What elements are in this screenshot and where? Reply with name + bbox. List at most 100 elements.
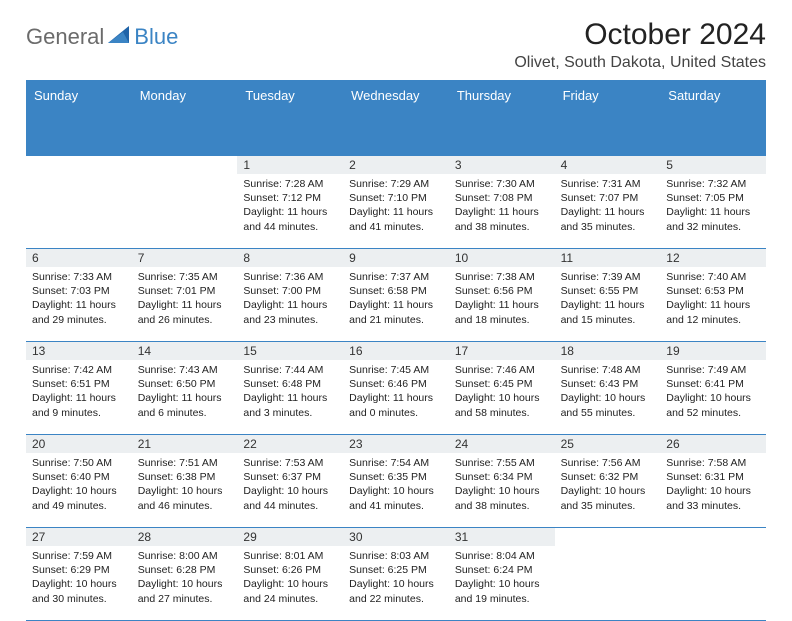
day-cell: Sunrise: 7:43 AMSunset: 6:50 PMDaylight:… <box>132 360 238 434</box>
day-details: Sunrise: 7:42 AMSunset: 6:51 PMDaylight:… <box>32 363 126 420</box>
weekday-header: Wednesday <box>343 82 449 156</box>
detail-line-daylight1: Daylight: 11 hours <box>349 298 443 312</box>
day-details: Sunrise: 8:04 AMSunset: 6:24 PMDaylight:… <box>455 549 549 606</box>
brand-logo: General Blue <box>26 18 178 50</box>
weekday-header: Friday <box>555 82 661 156</box>
detail-line-daylight1: Daylight: 11 hours <box>32 298 126 312</box>
detail-line-daylight1: Daylight: 11 hours <box>349 205 443 219</box>
day-number: 14 <box>132 342 238 360</box>
day-cell: Sunrise: 7:31 AMSunset: 7:07 PMDaylight:… <box>555 174 661 248</box>
detail-line-sunset: Sunset: 7:05 PM <box>666 191 760 205</box>
day-number: 22 <box>237 435 343 453</box>
day-details: Sunrise: 7:44 AMSunset: 6:48 PMDaylight:… <box>243 363 337 420</box>
detail-line-sunset: Sunset: 6:24 PM <box>455 563 549 577</box>
detail-line-daylight2: and 52 minutes. <box>666 406 760 420</box>
day-details: Sunrise: 7:58 AMSunset: 6:31 PMDaylight:… <box>666 456 760 513</box>
day-number: 3 <box>449 156 555 174</box>
day-cell: Sunrise: 7:29 AMSunset: 7:10 PMDaylight:… <box>343 174 449 248</box>
day-cell: Sunrise: 7:37 AMSunset: 6:58 PMDaylight:… <box>343 267 449 341</box>
detail-line-daylight2: and 55 minutes. <box>561 406 655 420</box>
detail-line-daylight1: Daylight: 10 hours <box>349 577 443 591</box>
logo-text-general: General <box>26 24 104 50</box>
day-details: Sunrise: 7:35 AMSunset: 7:01 PMDaylight:… <box>138 270 232 327</box>
detail-line-daylight1: Daylight: 11 hours <box>138 391 232 405</box>
detail-line-daylight1: Daylight: 10 hours <box>666 391 760 405</box>
detail-line-sunset: Sunset: 6:41 PM <box>666 377 760 391</box>
detail-line-sunset: Sunset: 7:00 PM <box>243 284 337 298</box>
day-details: Sunrise: 7:59 AMSunset: 6:29 PMDaylight:… <box>32 549 126 606</box>
detail-line-sunset: Sunset: 6:40 PM <box>32 470 126 484</box>
day-number: 16 <box>343 342 449 360</box>
detail-row: Sunrise: 7:50 AMSunset: 6:40 PMDaylight:… <box>26 453 766 527</box>
detail-line-daylight1: Daylight: 11 hours <box>561 205 655 219</box>
detail-line-sunset: Sunset: 6:53 PM <box>666 284 760 298</box>
day-cell: Sunrise: 7:33 AMSunset: 7:03 PMDaylight:… <box>26 267 132 341</box>
detail-line-daylight2: and 41 minutes. <box>349 220 443 234</box>
day-number: 15 <box>237 342 343 360</box>
day-details: Sunrise: 7:51 AMSunset: 6:38 PMDaylight:… <box>138 456 232 513</box>
day-cell: Sunrise: 7:48 AMSunset: 6:43 PMDaylight:… <box>555 360 661 434</box>
day-number: 8 <box>237 249 343 267</box>
logo-text-blue: Blue <box>134 24 178 50</box>
day-details: Sunrise: 7:31 AMSunset: 7:07 PMDaylight:… <box>561 177 655 234</box>
day-details: Sunrise: 7:33 AMSunset: 7:03 PMDaylight:… <box>32 270 126 327</box>
detail-line-daylight2: and 38 minutes. <box>455 220 549 234</box>
day-cell: Sunrise: 7:49 AMSunset: 6:41 PMDaylight:… <box>660 360 766 434</box>
detail-line-sunrise: Sunrise: 7:35 AM <box>138 270 232 284</box>
day-details: Sunrise: 7:48 AMSunset: 6:43 PMDaylight:… <box>561 363 655 420</box>
day-details: Sunrise: 7:36 AMSunset: 7:00 PMDaylight:… <box>243 270 337 327</box>
day-number: 31 <box>449 528 555 546</box>
detail-line-daylight2: and 35 minutes. <box>561 499 655 513</box>
detail-line-sunrise: Sunrise: 7:48 AM <box>561 363 655 377</box>
day-cell: Sunrise: 8:01 AMSunset: 6:26 PMDaylight:… <box>237 546 343 620</box>
detail-line-daylight1: Daylight: 10 hours <box>349 484 443 498</box>
day-number: 28 <box>132 528 238 546</box>
day-details: Sunrise: 7:29 AMSunset: 7:10 PMDaylight:… <box>349 177 443 234</box>
weekday-header: Tuesday <box>237 82 343 156</box>
detail-line-daylight2: and 0 minutes. <box>349 406 443 420</box>
detail-line-sunrise: Sunrise: 7:33 AM <box>32 270 126 284</box>
detail-line-sunset: Sunset: 6:51 PM <box>32 377 126 391</box>
detail-line-sunset: Sunset: 7:03 PM <box>32 284 126 298</box>
calendar-week: 13141516171819Sunrise: 7:42 AMSunset: 6:… <box>26 342 766 435</box>
detail-line-daylight2: and 26 minutes. <box>138 313 232 327</box>
day-details: Sunrise: 8:00 AMSunset: 6:28 PMDaylight:… <box>138 549 232 606</box>
detail-line-sunrise: Sunrise: 7:31 AM <box>561 177 655 191</box>
detail-line-sunset: Sunset: 6:35 PM <box>349 470 443 484</box>
detail-line-daylight2: and 32 minutes. <box>666 220 760 234</box>
day-details: Sunrise: 7:56 AMSunset: 6:32 PMDaylight:… <box>561 456 655 513</box>
day-cell: Sunrise: 7:40 AMSunset: 6:53 PMDaylight:… <box>660 267 766 341</box>
detail-line-sunset: Sunset: 6:43 PM <box>561 377 655 391</box>
detail-line-daylight1: Daylight: 10 hours <box>455 391 549 405</box>
detail-line-daylight2: and 58 minutes. <box>455 406 549 420</box>
detail-row: Sunrise: 7:28 AMSunset: 7:12 PM Daylight:… <box>26 174 766 248</box>
detail-line-sunrise: Sunrise: 7:43 AM <box>138 363 232 377</box>
day-cell: Sunrise: 7:32 AMSunset: 7:05 PMDaylight:… <box>660 174 766 248</box>
day-details: Sunrise: 7:28 AMSunset: 7:12 PMDaylight:… <box>243 177 337 234</box>
detail-line-daylight1: Daylight: 11 hours <box>666 205 760 219</box>
day-cell <box>660 546 766 620</box>
day-cell: Sunrise: 7:55 AMSunset: 6:34 PMDaylight:… <box>449 453 555 527</box>
detail-line-sunrise: Sunrise: 7:54 AM <box>349 456 443 470</box>
detail-line-daylight2: and 44 minutes. <box>243 220 337 234</box>
detail-line-sunrise: Sunrise: 7:28 AM <box>243 177 337 191</box>
detail-line-daylight2: and 15 minutes. <box>561 313 655 327</box>
detail-line-daylight2: and 41 minutes. <box>349 499 443 513</box>
daynum-row: 20212223242526 <box>26 435 766 453</box>
detail-line-sunrise: Sunrise: 7:56 AM <box>561 456 655 470</box>
detail-line-sunrise: Sunrise: 8:01 AM <box>243 549 337 563</box>
daynum-row: 2728293031 <box>26 528 766 546</box>
detail-line-sunset: Sunset: 6:29 PM <box>32 563 126 577</box>
day-cell: Sunrise: 8:03 AMSunset: 6:25 PMDaylight:… <box>343 546 449 620</box>
detail-line-sunset: Sunset: 7:12 PM <box>243 191 337 205</box>
detail-line-sunset: Sunset: 7:01 PM <box>138 284 232 298</box>
day-number: 26 <box>660 435 766 453</box>
calendar-week: 2728293031 Sunrise: 7:59 AMSunset: 6:29 P… <box>26 528 766 621</box>
day-number: 11 <box>555 249 661 267</box>
day-number <box>555 528 661 546</box>
detail-line-daylight1: Daylight: 11 hours <box>455 298 549 312</box>
detail-line-sunset: Sunset: 6:38 PM <box>138 470 232 484</box>
day-number: 6 <box>26 249 132 267</box>
detail-line-daylight2: and 3 minutes. <box>243 406 337 420</box>
detail-line-daylight1: Daylight: 10 hours <box>243 577 337 591</box>
